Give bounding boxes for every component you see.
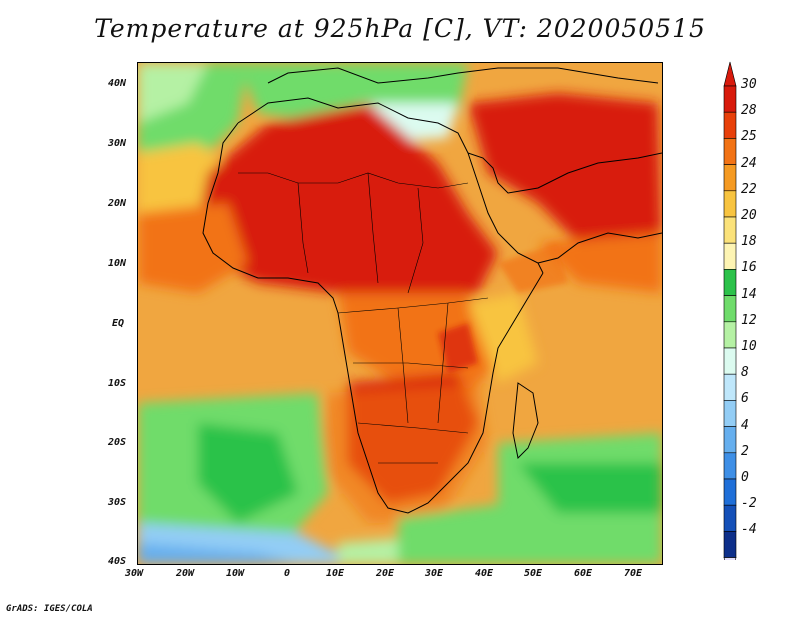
colorbar-label: 24 bbox=[741, 155, 757, 171]
colorbar-box bbox=[723, 216, 737, 244]
colorbar-box bbox=[723, 531, 737, 558]
lat-tick: 20S bbox=[108, 437, 127, 448]
lon-tick: 40E bbox=[475, 568, 494, 579]
colorbar-label: 28 bbox=[741, 103, 757, 119]
colorbar-box bbox=[723, 111, 737, 139]
colorbar-label: 2 bbox=[741, 443, 749, 459]
colorbar-box bbox=[723, 321, 737, 349]
lon-tick: 10W bbox=[226, 568, 245, 579]
colorbar-box bbox=[723, 164, 737, 192]
colorbar-label: -4 bbox=[741, 522, 757, 538]
lat-tick: 30N bbox=[108, 138, 127, 149]
lat-tick: 10S bbox=[108, 378, 127, 389]
coastlines bbox=[202, 67, 662, 514]
colorbar-label: 12 bbox=[741, 312, 757, 328]
temperature-field bbox=[138, 63, 662, 564]
lon-tick: 10E bbox=[326, 568, 345, 579]
lat-tick: EQ bbox=[112, 318, 125, 329]
colorbar-label: 25 bbox=[741, 129, 757, 145]
lon-tick: 70E bbox=[624, 568, 643, 579]
colorbar bbox=[723, 61, 737, 560]
colorbar-label: -2 bbox=[741, 496, 757, 512]
colorbar-label: 4 bbox=[741, 417, 749, 433]
colorbar-label: 22 bbox=[741, 181, 757, 197]
colorbar-label: 18 bbox=[741, 234, 757, 250]
lon-tick: 20W bbox=[176, 568, 195, 579]
colorbar-box bbox=[723, 295, 737, 323]
colorbar-label: 6 bbox=[741, 391, 749, 407]
colorbar-box bbox=[723, 400, 737, 427]
colorbar-label: 16 bbox=[741, 260, 757, 276]
temperature-map bbox=[137, 62, 663, 565]
colorbar-arrow-top bbox=[723, 61, 737, 87]
country-borders bbox=[238, 172, 489, 464]
colorbar-label: 8 bbox=[741, 365, 749, 381]
sahara-hot bbox=[198, 103, 498, 303]
credit-text: GrADS: IGES/COLA bbox=[6, 604, 93, 614]
colorbar-box bbox=[723, 452, 737, 480]
colorbar-label: 10 bbox=[741, 339, 757, 354]
colorbar-label: 30 bbox=[741, 77, 757, 92]
lon-tick: 60E bbox=[574, 568, 593, 579]
colorbar-arrow-bottom bbox=[723, 557, 737, 560]
lat-tick: 40N bbox=[108, 78, 127, 89]
colorbar-label: 0 bbox=[741, 470, 749, 485]
lon-tick: 20E bbox=[376, 568, 395, 579]
colorbar-box bbox=[723, 138, 737, 165]
colorbar-box bbox=[723, 426, 737, 454]
lat-tick: 30S bbox=[108, 497, 127, 508]
lon-tick: 50E bbox=[524, 568, 543, 579]
lon-tick: 0 bbox=[284, 568, 291, 579]
colorbar-box bbox=[723, 478, 737, 506]
colorbar-box bbox=[723, 85, 737, 113]
lat-tick: 10N bbox=[108, 258, 127, 269]
arabia-hot bbox=[468, 93, 662, 243]
colorbar-label: 20 bbox=[741, 208, 757, 223]
colorbar-box bbox=[723, 269, 737, 296]
colorbar-box bbox=[723, 347, 737, 375]
colorbar-box bbox=[723, 504, 737, 532]
lat-tick: 40S bbox=[108, 556, 127, 567]
colorbar-box bbox=[723, 242, 737, 270]
colorbar-box bbox=[723, 190, 737, 218]
lon-tick: 30W bbox=[125, 568, 144, 579]
colorbar-box bbox=[723, 373, 737, 401]
colorbar-label: 14 bbox=[741, 286, 757, 302]
map-title: Temperature at 925hPa [C], VT: 202005051… bbox=[94, 14, 706, 43]
lat-tick: 20N bbox=[108, 198, 127, 209]
lon-tick: 30E bbox=[425, 568, 444, 579]
